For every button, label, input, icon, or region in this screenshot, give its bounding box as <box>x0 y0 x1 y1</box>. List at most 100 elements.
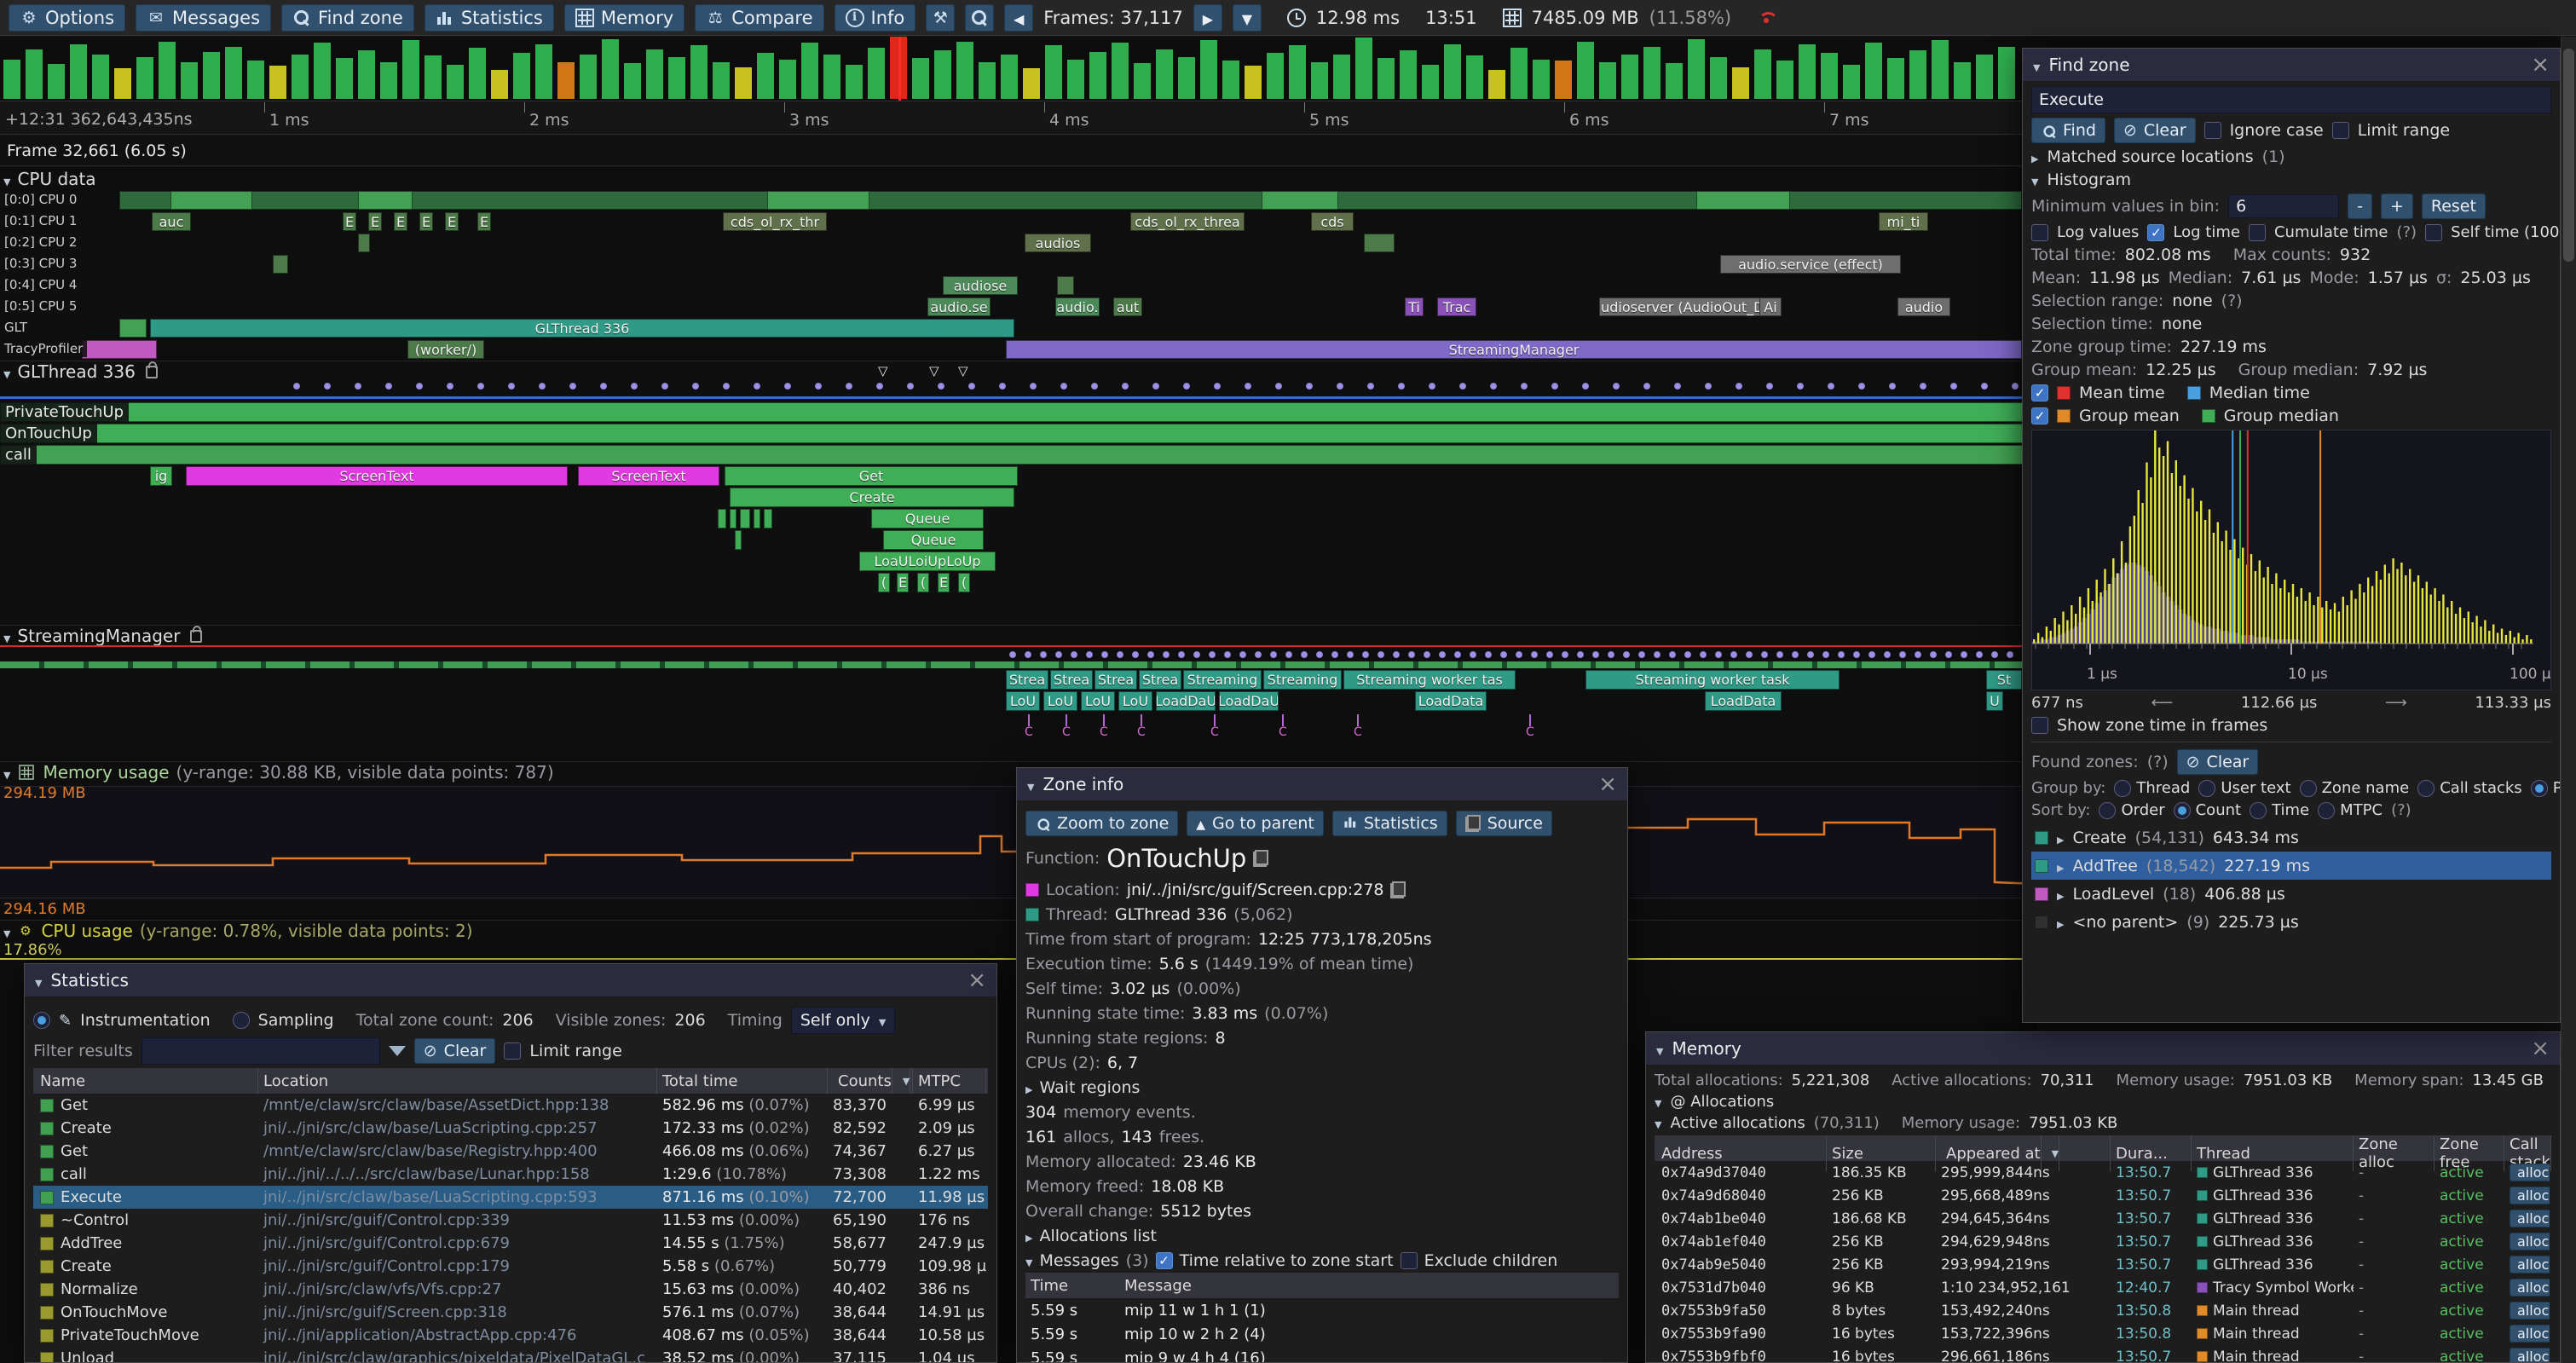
cpu-rows[interactable]: aucEEEEEEcds_ol_rx_thrcds_ol_rx_threacds… <box>0 191 2037 361</box>
statistics-row[interactable]: AddTree jni/../jni/src/guif/Control.cpp:… <box>33 1232 988 1255</box>
memory-row[interactable]: 0x74a9d37040 186.35 KB 295,999,844ns 13:… <box>1655 1161 2551 1184</box>
find-zone-titlebar[interactable]: Find zone × <box>2023 49 2560 81</box>
frame-mark-icon[interactable] <box>958 363 968 378</box>
messages-collapser[interactable]: Messages (3) Time relative to zone start… <box>1025 1248 1619 1273</box>
filter-input[interactable] <box>142 1037 380 1065</box>
radio-icon[interactable] <box>2250 802 2267 819</box>
sort-by-option[interactable]: MTPC <box>2318 801 2383 819</box>
streaming-zone[interactable]: Streaming <box>1263 670 1342 690</box>
cpu-zone[interactable] <box>119 319 147 338</box>
statistics-row[interactable]: Create jni/../jni/src/claw/base/LuaScrip… <box>33 1117 988 1140</box>
cpu-zone[interactable]: cds <box>1311 212 1354 231</box>
streaming-zone[interactable]: LoU <box>1006 691 1040 711</box>
group-by-option[interactable]: Thread <box>2114 779 2190 797</box>
message-tick[interactable]: C <box>1066 714 1067 726</box>
cpu-zone[interactable]: cds_ol_rx_threa <box>1130 212 1245 231</box>
statistics-button[interactable]: Statistics <box>1332 811 1447 836</box>
collapse-icon[interactable] <box>1025 1251 1032 1270</box>
self-time-checkbox[interactable] <box>2425 224 2442 241</box>
clear-found-button[interactable]: ⊘Clear <box>2177 749 2259 775</box>
glthread-zone[interactable] <box>0 402 2037 422</box>
collapse-icon[interactable] <box>35 970 42 990</box>
cpu-zone[interactable]: E <box>419 212 433 231</box>
radio-icon[interactable] <box>2114 780 2131 797</box>
group-by-option[interactable]: User text <box>2198 779 2290 797</box>
timing-select[interactable]: Self only <box>791 1007 895 1034</box>
memory-row[interactable]: 0x7531d7b040 96 KB 1:10 234,952,161 12:4… <box>1655 1276 2551 1299</box>
cpu-zone[interactable] <box>1364 234 1395 252</box>
zoom-to-zone-button[interactable]: Zoom to zone <box>1025 811 1178 836</box>
streaming-zone[interactable]: LoadDaU <box>1156 691 1216 711</box>
glthread-zone[interactable]: E <box>897 573 909 592</box>
memory-plot-header[interactable]: Memory usage (y-range: 30.88 KB, visible… <box>3 762 554 783</box>
close-icon[interactable]: × <box>2531 54 2550 76</box>
log-values-checkbox[interactable] <box>2031 224 2048 241</box>
log-time-checkbox[interactable] <box>2147 224 2164 241</box>
radio-icon[interactable] <box>2174 802 2191 819</box>
cpu-zone[interactable]: audio <box>1897 297 1950 316</box>
toolbar-button[interactable]: Memory <box>564 4 684 32</box>
sort-by-option[interactable]: Count <box>2174 801 2241 819</box>
radio-icon[interactable] <box>2318 802 2335 819</box>
toolbar-button[interactable]: Compare <box>695 4 823 32</box>
pin-icon[interactable] <box>146 366 158 378</box>
alloc-callstack-button[interactable]: alloc <box>2510 1210 2550 1227</box>
histogram[interactable]: 1 µs10 µs100 µs <box>2031 430 2551 690</box>
streaming-zone[interactable]: Streaming worker tas <box>1343 670 1516 690</box>
streaming-zone[interactable]: St <box>1986 670 2022 690</box>
histogram-collapser[interactable]: Histogram <box>2031 170 2551 189</box>
cpu-zone[interactable]: Ai <box>1759 297 1782 316</box>
glthread-header[interactable]: GLThread 336 <box>3 361 158 382</box>
cpu-zone[interactable] <box>273 255 288 274</box>
alloc-callstack-button[interactable]: alloc <box>2510 1325 2550 1343</box>
statistics-row[interactable]: Execute jni/../jni/src/claw/base/LuaScri… <box>33 1186 988 1209</box>
expand-icon[interactable] <box>2031 147 2038 166</box>
memory-row[interactable]: 0x74ab1be040 186.68 KB 294,645,364ns 13:… <box>1655 1207 2551 1230</box>
collapse-icon[interactable] <box>1655 1114 1661 1132</box>
matched-locations-collapser[interactable]: Matched source locations (1) <box>2031 147 2551 166</box>
sort-by-option[interactable]: Time <box>2250 801 2309 819</box>
toolbar-button[interactable]: Options <box>9 4 125 32</box>
close-icon[interactable]: × <box>1598 773 1617 795</box>
sampling-radio[interactable] <box>233 1012 250 1029</box>
statistics-row[interactable]: Get /mnt/e/claw/src/claw/base/Registry.h… <box>33 1140 988 1163</box>
streaming-zone[interactable]: LoU <box>1081 691 1115 711</box>
glthread-zone[interactable]: LoaULoiUpLoUp <box>859 552 996 571</box>
statistics-row[interactable]: Unload jni/../jni/src/claw/graphics/pixe… <box>33 1347 988 1363</box>
goto-frame-button[interactable] <box>1233 4 1262 32</box>
group-by-option[interactable]: Parent <box>2531 779 2561 797</box>
glthread-zone[interactable]: ScreenText <box>186 466 568 486</box>
collapse-icon[interactable] <box>3 169 10 189</box>
cpu-zone[interactable]: audios <box>1025 234 1091 252</box>
active-allocations-collapser[interactable]: Active allocations (70,311) Memory usage… <box>1655 1114 2551 1132</box>
scrollbar-thumb[interactable] <box>2563 49 2574 262</box>
streaming-zone[interactable]: LoadData <box>1415 691 1487 711</box>
expand-icon[interactable] <box>1025 1078 1032 1097</box>
next-frame-button[interactable] <box>1193 4 1222 32</box>
radio-icon[interactable] <box>2417 780 2434 797</box>
mean-median-checkbox[interactable] <box>2031 384 2048 401</box>
wait-regions-collapser[interactable]: Wait regions <box>1025 1075 1619 1100</box>
cpu-zone[interactable]: cds_ol_rx_thr <box>723 212 827 231</box>
radio-icon[interactable] <box>2531 780 2548 797</box>
allocations-collapser[interactable]: @ Allocations <box>1655 1093 2551 1111</box>
expand-icon[interactable] <box>2057 913 2064 932</box>
close-icon[interactable]: × <box>2531 1037 2550 1060</box>
statistics-row[interactable]: Create jni/../jni/src/guif/Control.cpp:1… <box>33 1255 988 1278</box>
messages-table-header[interactable]: Time Message <box>1025 1273 1619 1298</box>
collapse-icon[interactable] <box>2033 55 2040 75</box>
prev-frame-button[interactable] <box>1004 4 1033 32</box>
cpu-data-header[interactable]: CPU data <box>3 169 96 189</box>
statistics-row[interactable]: Normalize jni/../jni/src/claw/vfs/Vfs.cp… <box>33 1278 988 1301</box>
pin-icon[interactable] <box>190 630 202 643</box>
cpu-zone[interactable]: mi_ti <box>1879 212 1928 231</box>
expand-icon[interactable] <box>2057 885 2064 904</box>
group-markers-checkbox[interactable] <box>2031 407 2048 424</box>
glthread-zone[interactable] <box>718 509 726 528</box>
reset-button[interactable]: Reset <box>2422 193 2486 219</box>
vertical-scrollbar[interactable] <box>2561 37 2576 1363</box>
message-dots[interactable] <box>290 380 2037 392</box>
glthread-zone[interactable]: E <box>938 573 950 592</box>
message-tick[interactable]: C <box>1028 714 1030 726</box>
cpu-zone[interactable]: GLThread 336 <box>150 319 1014 338</box>
